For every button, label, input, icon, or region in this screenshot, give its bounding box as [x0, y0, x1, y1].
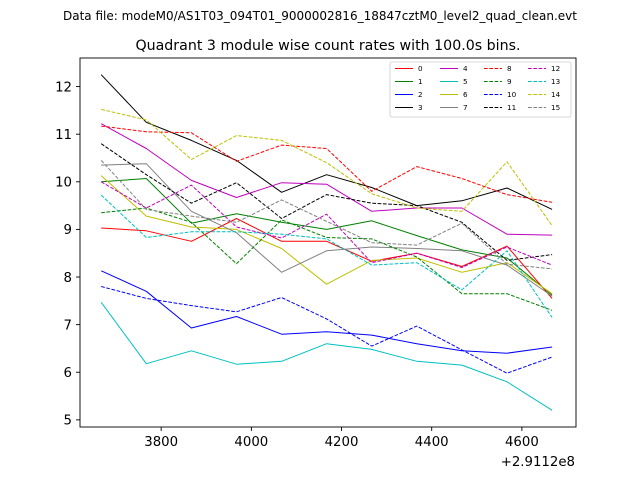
- legend-label-14: 14: [551, 90, 561, 99]
- y-tick-label: 6: [64, 366, 72, 381]
- x-tick-label: 4600: [505, 435, 539, 450]
- legend-label-9: 9: [507, 77, 512, 86]
- y-tick-label: 5: [64, 414, 72, 429]
- y-tick-label: 12: [55, 80, 72, 95]
- series-line-14: [101, 108, 553, 226]
- series-line-5: [100, 302, 553, 411]
- legend-label-3: 3: [418, 103, 423, 112]
- series-line-15: [100, 160, 553, 270]
- series-line-4: [100, 123, 553, 236]
- x-tick-label: 4400: [415, 435, 449, 450]
- legend-label-0: 0: [418, 64, 423, 73]
- legend-label-13: 13: [551, 77, 560, 86]
- plot-area: [80, 58, 576, 427]
- y-tick-label: 10: [55, 176, 72, 191]
- series-line-7: [101, 163, 553, 297]
- series-line-2: [100, 270, 553, 354]
- legend-label-6: 6: [463, 90, 468, 99]
- legend-label-5: 5: [463, 77, 468, 86]
- series-line-8: [101, 125, 553, 203]
- series-line-0: [101, 218, 553, 299]
- legend-label-10: 10: [507, 90, 517, 99]
- y-tick-label: 7: [64, 318, 72, 333]
- series-line-12: [100, 181, 553, 268]
- x-offset-label: +2.9112e8: [501, 455, 575, 470]
- series-line-1: [101, 178, 553, 296]
- plot-frame: [79, 57, 577, 428]
- legend-label-7: 7: [463, 103, 468, 112]
- x-tick-label: 4200: [325, 435, 359, 450]
- legend-box: [389, 61, 572, 118]
- series-line-13: [100, 194, 553, 318]
- series-line-10: [101, 286, 553, 374]
- series-line-6: [100, 175, 553, 295]
- legend-label-12: 12: [551, 64, 560, 73]
- chart-title: Quadrant 3 module wise count rates with …: [135, 38, 520, 54]
- suptitle: Data file: modeM0/AS1T03_094T01_90000028…: [63, 9, 577, 23]
- legend-label-15: 15: [551, 103, 560, 112]
- series-line-11: [100, 143, 553, 261]
- y-tick-label: 11: [55, 128, 72, 143]
- series-layer: [100, 74, 553, 411]
- series-line-3: [100, 74, 553, 210]
- legend-label-4: 4: [463, 64, 468, 73]
- legend-label-1: 1: [418, 77, 423, 86]
- y-tick-label: 8: [64, 271, 72, 286]
- legend-label-8: 8: [507, 64, 512, 73]
- x-tick-label: 4000: [234, 435, 268, 450]
- x-tick-label: 3800: [144, 435, 178, 450]
- y-tick-label: 9: [64, 223, 72, 238]
- legend-label-11: 11: [507, 103, 516, 112]
- legend-label-2: 2: [418, 90, 423, 99]
- series-line-9: [101, 207, 553, 311]
